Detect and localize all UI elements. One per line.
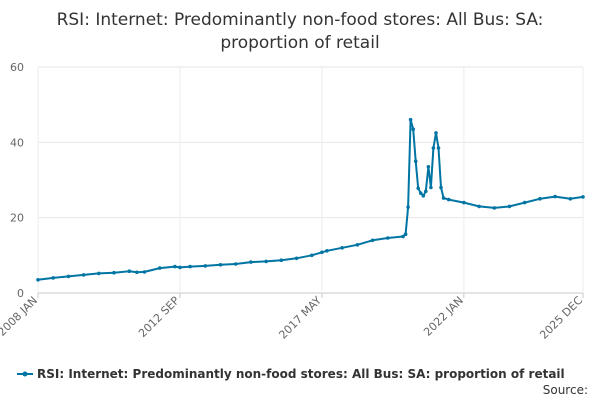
gridlines: [37, 66, 584, 294]
source-label: Source:: [543, 383, 588, 397]
data-point[interactable]: [386, 236, 390, 240]
data-point[interactable]: [403, 232, 408, 236]
data-point[interactable]: [188, 264, 192, 269]
data-point[interactable]: [413, 159, 418, 163]
data-point[interactable]: [434, 131, 438, 135]
data-point[interactable]: [408, 117, 413, 122]
data-point[interactable]: [538, 197, 542, 201]
data-point[interactable]: [355, 243, 360, 247]
data-point[interactable]: [127, 269, 132, 274]
data-point[interactable]: [568, 197, 573, 201]
data-point[interactable]: [419, 191, 423, 195]
data-point[interactable]: [294, 256, 299, 261]
data-point[interactable]: [439, 185, 443, 190]
data-point[interactable]: [142, 270, 147, 274]
x-axis-ticks: 2008 JAN 2012 SEP 2017 MAY 2022 JAN 2025 DEC: [0, 293, 585, 342]
data-point[interactable]: [436, 146, 441, 150]
x-tick-label: 2012 SEP: [136, 294, 182, 340]
data-point[interactable]: [507, 204, 512, 209]
data-point[interactable]: [218, 263, 223, 267]
data-point[interactable]: [446, 197, 451, 202]
data-point[interactable]: [112, 270, 116, 275]
data-point[interactable]: [522, 200, 527, 205]
data-point[interactable]: [421, 194, 426, 198]
y-tick-label: 0: [17, 287, 24, 300]
data-point[interactable]: [173, 264, 177, 269]
data-point[interactable]: [81, 273, 86, 277]
data-point[interactable]: [431, 146, 436, 150]
data-point[interactable]: [249, 260, 253, 264]
data-point[interactable]: [310, 253, 314, 258]
data-point[interactable]: [135, 270, 139, 275]
data-point[interactable]: [429, 185, 433, 190]
data-point[interactable]: [492, 206, 497, 210]
data-point[interactable]: [97, 271, 101, 276]
data-point[interactable]: [462, 200, 466, 205]
data-point[interactable]: [406, 205, 410, 209]
chart-title-line2: proportion of retail: [220, 33, 379, 53]
y-tick-label: 60: [10, 61, 24, 74]
y-tick-label: 40: [10, 136, 24, 149]
data-point[interactable]: [370, 238, 375, 243]
data-point[interactable]: [340, 246, 345, 250]
data-point[interactable]: [264, 259, 268, 264]
x-tick-label: 2017 MAY: [276, 294, 324, 342]
legend-label: RSI: Internet: Predominantly non-food st…: [37, 367, 565, 381]
data-point[interactable]: [178, 265, 182, 270]
x-tick-label: 2025 DEC: [537, 294, 585, 342]
x-tick-label: 2008 JAN: [0, 294, 40, 339]
y-axis-ticks: 0 20 40 60: [10, 61, 24, 300]
data-point[interactable]: [320, 250, 324, 255]
data-point[interactable]: [477, 204, 481, 209]
data-point[interactable]: [233, 262, 238, 266]
data-point[interactable]: [424, 189, 428, 194]
x-tick-label: 2022 JAN: [421, 294, 466, 339]
data-point[interactable]: [581, 195, 585, 199]
data-point[interactable]: [66, 274, 71, 279]
chart-title-line1: RSI: Internet: Predominantly non-food st…: [57, 10, 544, 30]
data-point[interactable]: [51, 276, 55, 280]
data-point[interactable]: [553, 194, 557, 199]
data-point[interactable]: [401, 234, 405, 239]
data-point[interactable]: [36, 278, 40, 282]
legend-marker-swatch: [22, 371, 28, 377]
data-point[interactable]: [279, 258, 284, 263]
data-point[interactable]: [325, 249, 329, 253]
data-point[interactable]: [441, 196, 446, 200]
data-point[interactable]: [203, 264, 208, 268]
y-tick-label: 20: [10, 212, 24, 225]
data-point[interactable]: [157, 266, 162, 270]
data-point[interactable]: [426, 165, 431, 169]
data-point[interactable]: [416, 186, 421, 191]
series-group: [36, 117, 585, 282]
legend[interactable]: RSI: Internet: Predominantly non-food st…: [17, 367, 565, 381]
series-line: [37, 118, 584, 281]
data-point[interactable]: [411, 127, 416, 131]
